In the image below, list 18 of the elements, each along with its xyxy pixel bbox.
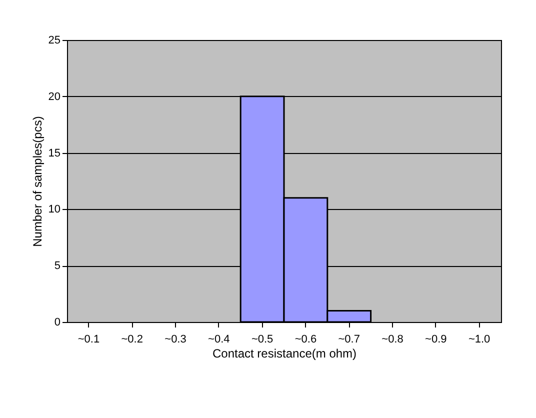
x-tick-label: ~0.6 [294, 334, 317, 346]
x-tick-label: ~0.9 [425, 334, 447, 346]
y-tick-label: 10 [48, 204, 60, 216]
x-tick-label: ~1.0 [468, 334, 490, 346]
x-tick-label: ~0.3 [164, 334, 186, 346]
x-tick-label: ~0.8 [382, 334, 404, 346]
x-tick-label: ~0.4 [208, 334, 230, 346]
y-tick-label: 15 [48, 147, 60, 160]
x-axis-title: Contact resistance(m ohm) [212, 346, 357, 360]
x-tick-label: ~0.5 [251, 334, 274, 346]
x-tick-label: ~0.2 [121, 334, 143, 346]
y-tick-label: 20 [48, 90, 60, 103]
y-axis-title: Number of samples(pcs) [30, 116, 44, 247]
y-tick-label: 25 [48, 34, 60, 46]
y-tick-label: 0 [54, 316, 60, 328]
x-tick-label: ~0.7 [338, 334, 360, 346]
y-tick-label: 5 [54, 260, 60, 272]
x-tick-label: ~0.1 [78, 334, 100, 346]
